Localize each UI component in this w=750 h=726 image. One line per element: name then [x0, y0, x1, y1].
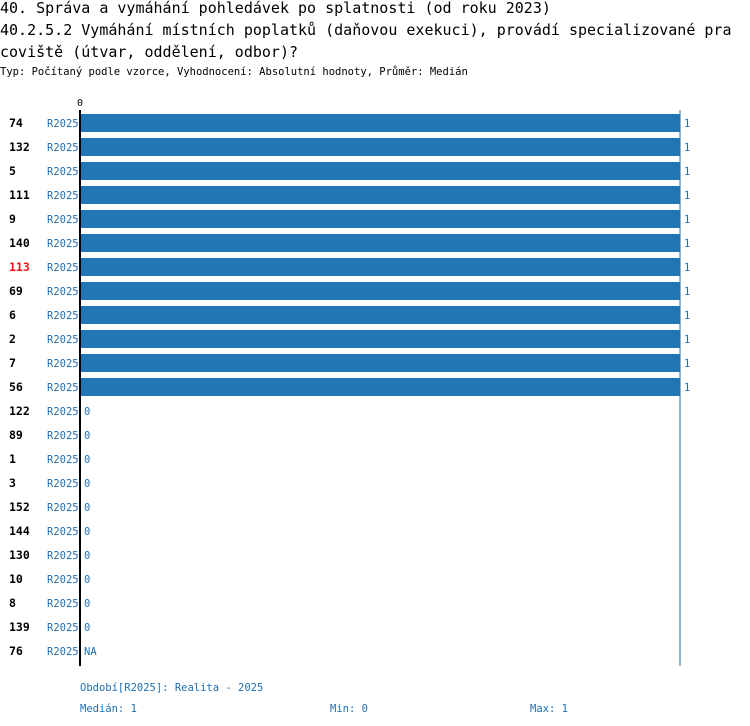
chart-title-line-3: coviště (útvar, oddělení, odbor)?: [0, 43, 299, 61]
bar: [80, 186, 680, 204]
footer-max: Max: 1: [530, 703, 568, 715]
series-label: R2025: [47, 430, 79, 442]
footer-period: Období[R2025]: Realita - 2025: [80, 682, 264, 694]
value-label: 1: [684, 262, 690, 274]
chart-title-line-2: 40.2.5.2 Vymáhání místních poplatků (daň…: [0, 21, 732, 39]
category-label: 9: [9, 212, 16, 226]
bar: [80, 162, 680, 180]
value-label: 1: [684, 166, 690, 178]
category-label: 7: [9, 356, 16, 370]
value-label: 0: [84, 430, 90, 442]
series-label: R2025: [47, 526, 79, 538]
value-label: 1: [684, 310, 690, 322]
bar: [80, 114, 680, 132]
series-label: R2025: [47, 214, 79, 226]
category-label: 56: [9, 380, 23, 394]
bar: [80, 354, 680, 372]
series-label: R2025: [47, 118, 79, 130]
x-tick-label: 0: [77, 98, 83, 109]
series-label: R2025: [47, 238, 79, 250]
chart-subtitle: Typ: Počítaný podle vzorce, Vyhodnocení:…: [0, 66, 468, 78]
value-label: 1: [684, 118, 690, 130]
footer-median: Medián: 1: [80, 703, 137, 715]
bar: [80, 258, 680, 276]
series-label: R2025: [47, 286, 79, 298]
category-label: 140: [9, 236, 30, 250]
value-label: 1: [684, 190, 690, 202]
series-label: R2025: [47, 406, 79, 418]
category-label: 1: [9, 452, 16, 466]
series-label: R2025: [47, 142, 79, 154]
value-label: NA: [84, 646, 97, 658]
series-label: R2025: [47, 622, 79, 634]
series-label: R2025: [47, 502, 79, 514]
value-label: 0: [84, 478, 90, 490]
category-label: 6: [9, 308, 16, 322]
series-label: R2025: [47, 646, 79, 658]
value-label: 0: [84, 406, 90, 418]
value-label: 0: [84, 598, 90, 610]
category-label: 122: [9, 404, 30, 418]
series-label: R2025: [47, 310, 79, 322]
footer-min: Min: 0: [330, 703, 368, 715]
category-label: 111: [9, 188, 30, 202]
value-label: 0: [84, 574, 90, 586]
series-label: R2025: [47, 598, 79, 610]
category-label: 69: [9, 284, 23, 298]
category-label: 8: [9, 596, 16, 610]
value-label: 1: [684, 358, 690, 370]
value-label: 0: [84, 502, 90, 514]
value-label: 0: [84, 526, 90, 538]
series-label: R2025: [47, 262, 79, 274]
bar: [80, 138, 680, 156]
bar: [80, 306, 680, 324]
series-label: R2025: [47, 358, 79, 370]
category-label: 76: [9, 644, 23, 658]
category-label: 3: [9, 476, 16, 490]
category-label: 74: [9, 116, 23, 130]
category-label: 10: [9, 572, 23, 586]
bar: [80, 234, 680, 252]
value-label: 1: [684, 214, 690, 226]
value-label: 1: [684, 334, 690, 346]
category-label: 130: [9, 548, 30, 562]
category-label: 152: [9, 500, 30, 514]
value-label: 1: [684, 142, 690, 154]
series-label: R2025: [47, 454, 79, 466]
bar: [80, 282, 680, 300]
category-label: 2: [9, 332, 16, 346]
category-label: 144: [9, 524, 30, 538]
category-label: 139: [9, 620, 30, 634]
category-label: 89: [9, 428, 23, 442]
series-label: R2025: [47, 334, 79, 346]
value-label: 1: [684, 382, 690, 394]
series-label: R2025: [47, 478, 79, 490]
value-label: 1: [684, 238, 690, 250]
series-label: R2025: [47, 550, 79, 562]
value-label: 0: [84, 550, 90, 562]
category-label: 113: [9, 260, 30, 274]
series-label: R2025: [47, 190, 79, 202]
value-label: 1: [684, 286, 690, 298]
value-label: 0: [84, 454, 90, 466]
bar: [80, 210, 680, 228]
bar: [80, 330, 680, 348]
series-label: R2025: [47, 574, 79, 586]
bar: [80, 378, 680, 396]
value-label: 0: [84, 622, 90, 634]
series-label: R2025: [47, 166, 79, 178]
category-label: 132: [9, 140, 30, 154]
series-label: R2025: [47, 382, 79, 394]
category-label: 5: [9, 164, 16, 178]
chart-title-line-1: 40. Správa a vymáhání pohledávek po spla…: [0, 0, 551, 17]
